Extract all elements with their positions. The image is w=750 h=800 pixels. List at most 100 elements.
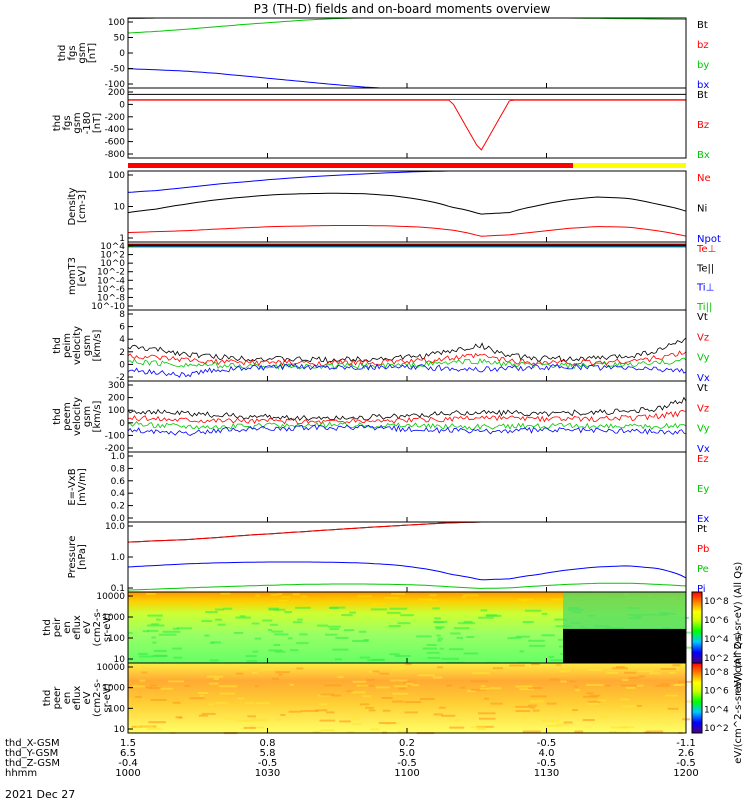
ylabel-line: (cm2-s-	[92, 608, 103, 646]
spectrogram-speckle	[432, 676, 442, 679]
spectrogram-speckle	[434, 626, 445, 629]
spectrogram-speckle	[463, 620, 473, 623]
spectrogram-speckle	[278, 599, 288, 602]
spectrogram-speckle	[458, 622, 475, 625]
spectrogram-image	[128, 663, 686, 733]
ylabel-line: peem	[62, 402, 73, 430]
spectrogram-speckle	[463, 652, 479, 655]
spectrogram-speckle	[268, 607, 279, 610]
axis-row-value: -0.5	[676, 758, 696, 769]
spectrogram-speckle	[372, 670, 380, 673]
ytick-label: 10^-8	[97, 293, 125, 303]
spectrogram-speckle	[427, 656, 441, 659]
series-Ne	[127, 225, 687, 237]
spectrogram-speckle	[432, 607, 440, 610]
spectrogram-speckle	[267, 629, 273, 631]
spectrogram-speckle	[251, 622, 260, 625]
spectrogram-speckle	[312, 730, 321, 733]
axes-frame	[127, 451, 687, 523]
ytick-label: 6	[119, 323, 125, 333]
ylabel-line: [eV]	[77, 266, 88, 287]
spectrogram-speckle	[397, 730, 408, 733]
spectrogram-speckle	[370, 608, 388, 611]
axes-frame	[127, 309, 687, 382]
spectrogram-speckle	[478, 712, 496, 715]
spectrogram-speckle	[213, 677, 220, 680]
ylabel-line: eflux	[72, 686, 83, 711]
spectrogram-speckle	[480, 687, 490, 690]
axes-frame	[127, 241, 687, 311]
spectrogram-speckle	[434, 617, 441, 620]
spectrogram-speckle	[278, 673, 283, 676]
legend-Bx: Bx	[697, 150, 710, 161]
legend-Ex: Ex	[697, 514, 709, 525]
spectrogram-speckle	[522, 621, 534, 623]
spectrogram-speckle	[449, 648, 464, 651]
spectrogram-speckle	[223, 607, 233, 610]
spectrogram-speckle	[247, 715, 256, 718]
spectrogram-speckle	[675, 683, 688, 686]
spectrogram-speckle	[530, 700, 544, 703]
spectrogram-speckle	[201, 620, 213, 623]
colorbar-tick: 10^8	[704, 597, 729, 607]
spectrogram-speckle	[268, 649, 283, 652]
spectrogram-speckle	[541, 719, 560, 722]
spectrogram-speckle	[471, 688, 487, 691]
ytick-label: 4	[119, 335, 125, 345]
spectrogram-speckle	[178, 716, 183, 719]
ytick-label: 300	[108, 381, 125, 391]
spectrogram-speckle	[367, 659, 385, 662]
axes-frame	[127, 380, 687, 453]
ylabel-line: [nT]	[92, 113, 103, 133]
spectrogram-speckle	[271, 630, 284, 633]
spectrogram-speckle	[219, 692, 235, 695]
spectrogram-speckle	[549, 678, 560, 681]
axis-row-value: 1100	[394, 768, 419, 779]
spectrogram-speckle	[441, 657, 460, 660]
ytick-label: 1000	[102, 684, 125, 694]
spectrogram-speckle	[189, 697, 205, 700]
spectrogram-speckle	[274, 633, 289, 636]
spectrogram-speckle	[416, 635, 432, 638]
spectrogram-speckle	[461, 596, 467, 599]
spectrogram-speckle	[349, 611, 356, 614]
spectrogram-speckle	[404, 711, 418, 714]
spectrogram-speckle	[147, 727, 161, 730]
ylabel-line: en	[62, 692, 73, 705]
ylabel-line: [nPa]	[77, 544, 88, 570]
spectrogram-speckle	[563, 721, 573, 724]
ytick-label: 10^2	[100, 251, 125, 261]
spectrogram-speckle	[615, 666, 625, 669]
ylabel-line: fgs	[62, 115, 73, 130]
spectrogram-speckle	[128, 632, 133, 634]
spectrogram-speckle	[152, 654, 168, 657]
spectrogram-speckle	[582, 719, 595, 721]
series-Vt	[127, 337, 687, 364]
spectrogram-speckle	[556, 723, 568, 726]
spectrogram-speckle	[326, 711, 335, 714]
colorbar	[691, 591, 703, 664]
spectrogram-speckle	[147, 629, 159, 632]
spectrogram-speckle	[254, 637, 262, 640]
spectrogram-speckle	[198, 714, 208, 717]
axes-frame	[127, 87, 687, 159]
ytick-label: 1	[119, 234, 125, 244]
spectrogram-speckle	[515, 705, 532, 708]
spectrogram-speckle	[276, 718, 282, 721]
spectrogram-speckle	[531, 663, 540, 666]
spectrogram-speckle	[314, 709, 328, 712]
ylabel-line: eV	[82, 691, 93, 704]
spectrogram-speckle	[172, 647, 182, 650]
legend-Vy: Vy	[697, 353, 710, 364]
spectrogram-speckle	[667, 707, 679, 710]
axis-row-value: 1000	[115, 768, 140, 779]
spectrogram-speckle	[235, 672, 244, 675]
spectrogram-speckle	[346, 690, 354, 693]
spectrogram-speckle	[237, 697, 245, 700]
spectrogram-speckle	[476, 725, 494, 728]
spectrogram-speckle	[256, 719, 270, 722]
spectrogram-speckle	[317, 624, 329, 627]
spectrogram-speckle	[638, 675, 645, 678]
series-Vy	[127, 420, 687, 431]
spectrogram-speckle	[552, 605, 557, 608]
